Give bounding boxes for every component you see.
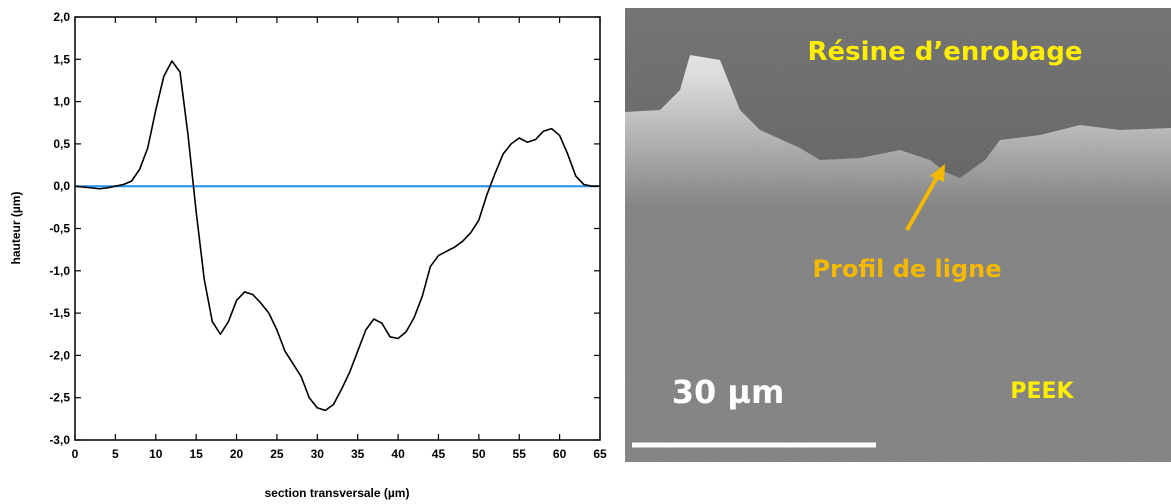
x-tick-label: 20 — [230, 447, 244, 461]
plot-frame — [74, 16, 601, 441]
image-label: Profil de ligne — [812, 255, 1001, 283]
y-tick-label: 1,0 — [53, 95, 70, 109]
x-tick-label: 40 — [391, 447, 405, 461]
y-tick-label: 1,5 — [53, 52, 70, 66]
image-label: 30 µm — [672, 373, 785, 411]
x-tick-label: 55 — [513, 447, 527, 461]
x-tick-label: 65 — [593, 447, 607, 461]
y-axis-label: hauteur (µm) — [9, 192, 23, 265]
y-tick-label: -3,0 — [49, 433, 70, 447]
x-tick-label: 35 — [351, 447, 365, 461]
y-tick-label: -2,5 — [49, 391, 70, 405]
profile-line — [74, 60, 600, 412]
y-tick-label: -0,5 — [49, 222, 70, 236]
x-tick-label: 60 — [553, 447, 567, 461]
x-tick-label: 25 — [270, 447, 284, 461]
sem-image — [625, 8, 1171, 462]
x-tick-label: 10 — [149, 447, 163, 461]
image-label: Résine d’enrobage — [808, 37, 1083, 67]
y-tick-label: 0,0 — [53, 179, 70, 193]
x-axis-label: section transversale (µm) — [265, 486, 410, 500]
y-tick-label: -1,0 — [49, 264, 70, 278]
x-tick-label: 5 — [112, 447, 119, 461]
image-label: PEEK — [1010, 379, 1074, 404]
x-tick-label: 0 — [72, 447, 79, 461]
x-tick-label: 50 — [472, 447, 486, 461]
y-tick-label: 2,0 — [53, 10, 70, 24]
x-tick-label: 45 — [432, 447, 446, 461]
y-tick-label: -1,5 — [49, 306, 70, 320]
x-tick-label: 30 — [311, 447, 325, 461]
y-tick-label: -2,0 — [49, 348, 70, 362]
y-tick-label: 0,5 — [53, 137, 70, 151]
x-tick-label: 15 — [189, 447, 203, 461]
